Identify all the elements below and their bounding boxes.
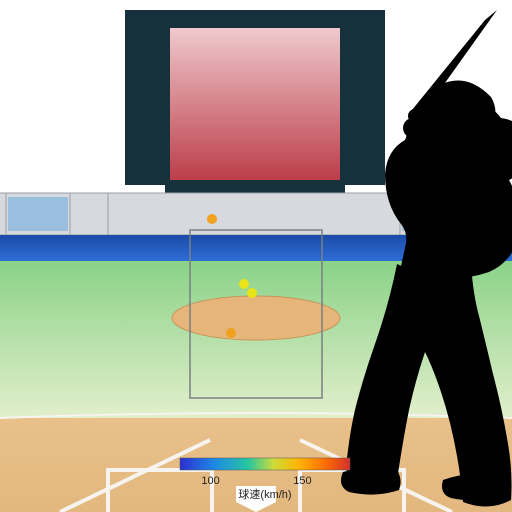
legend-label: 球速(km/h) [238, 487, 291, 501]
pitch-location-chart: 100 150球速(km/h) [0, 0, 512, 512]
pitch-marker [226, 328, 236, 338]
legend-tick: 150 [293, 475, 311, 487]
speed-legend-bar [180, 458, 350, 470]
legend-tick: 100 [201, 475, 219, 487]
scoreboard-screen [170, 28, 340, 180]
pitch-marker [207, 214, 217, 224]
pitch-marker [247, 288, 257, 298]
pitch-marker [239, 279, 249, 289]
pitchers-mound [172, 296, 340, 340]
